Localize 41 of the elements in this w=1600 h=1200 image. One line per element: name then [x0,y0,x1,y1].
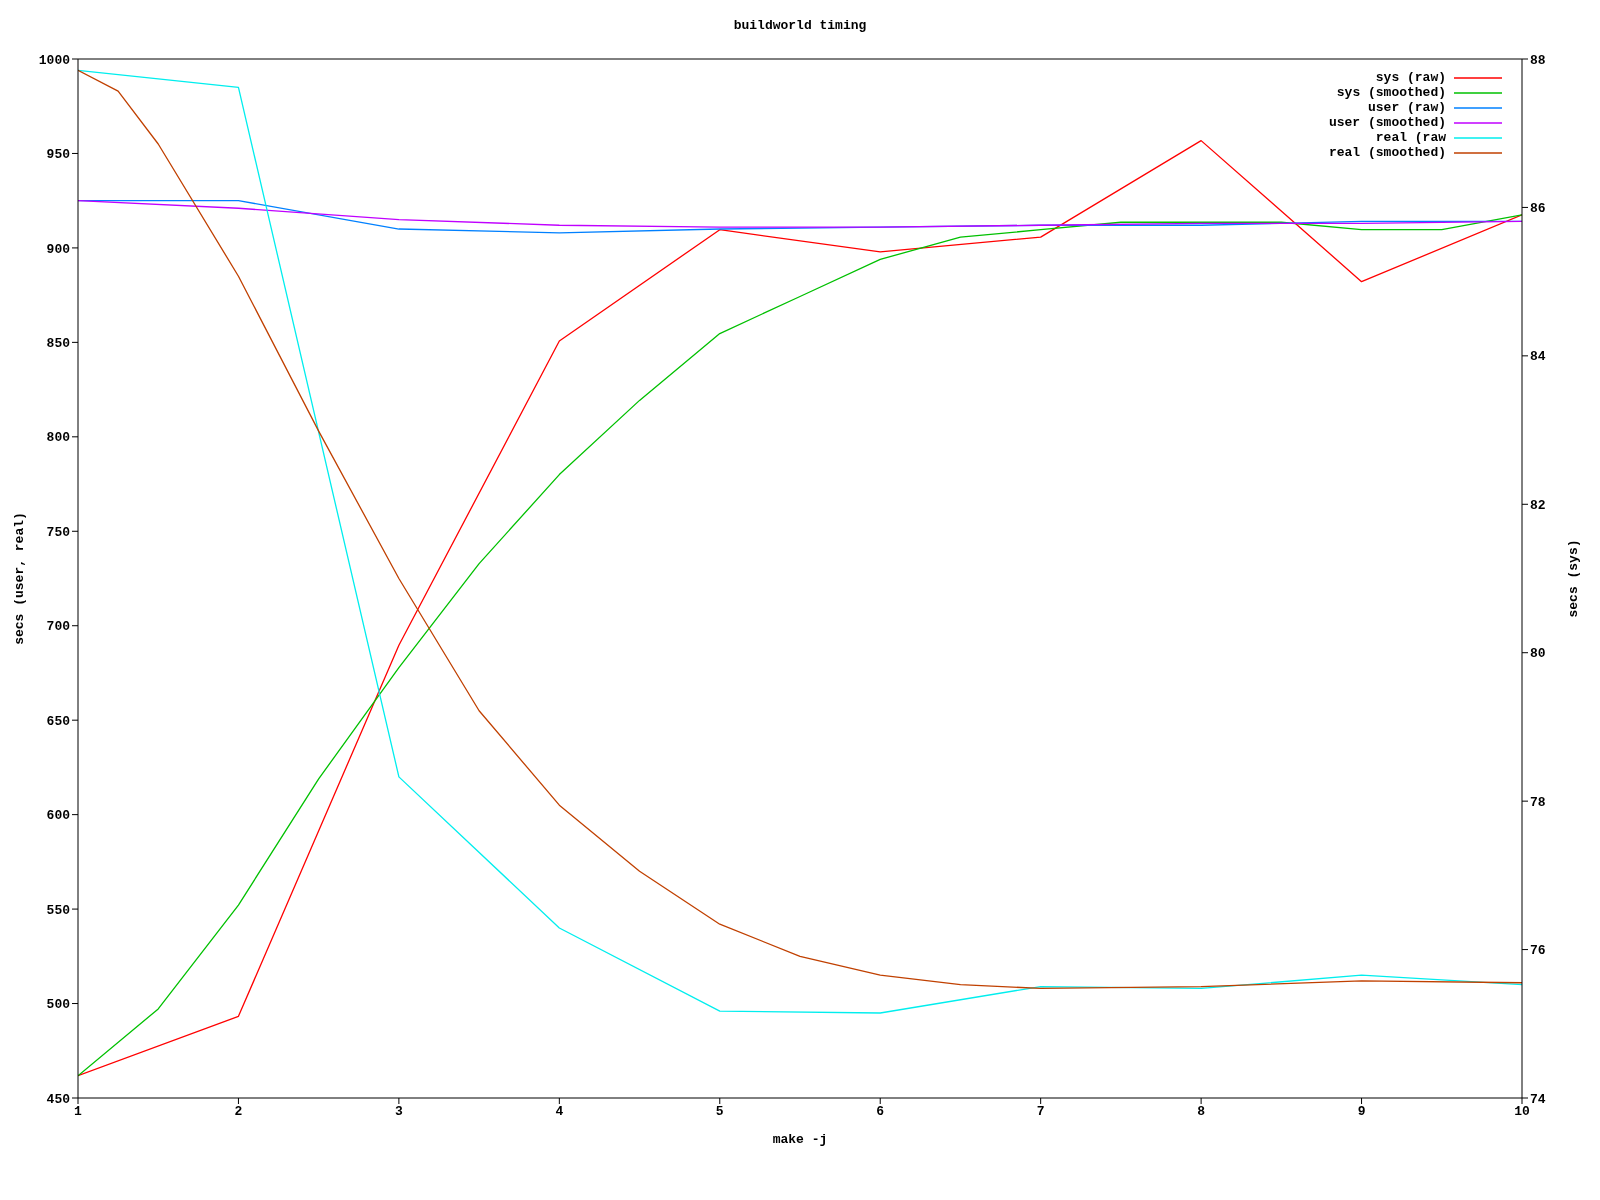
legend-label: sys (raw) [1375,70,1446,85]
y-tick-label: 500 [46,997,71,1013]
x-tick-label: 3 [394,1104,403,1120]
legend-label: real (smoothed) [1328,145,1446,160]
x-tick-label: 2 [234,1104,243,1120]
legend-label: user (smoothed) [1328,115,1446,130]
y2-axis-title: secs (sys) [1565,539,1581,618]
y-tick-label: 900 [46,241,71,257]
y2-tick-label: 84 [1530,349,1546,365]
y2-tick-label: 80 [1530,646,1546,662]
legend-label: sys (smoothed) [1336,85,1446,100]
x-tick-label: 8 [1197,1104,1206,1120]
y2-tick-label: 82 [1530,497,1546,513]
x-tick-label: 1 [74,1104,83,1120]
y-tick-label: 550 [46,902,71,918]
y-tick-label: 850 [46,335,71,351]
y-axis-title: secs (user, real) [11,512,27,645]
y-tick-label: 950 [46,147,71,163]
y2-tick-label: 76 [1530,943,1546,959]
y2-tick-label: 88 [1530,52,1546,68]
x-tick-label: 7 [1036,1104,1045,1120]
y-tick-label: 600 [46,808,71,824]
x-tick-label: 5 [715,1104,724,1120]
y-tick-label: 650 [46,713,71,729]
x-tick-label: 10 [1514,1104,1530,1120]
y-tick-label: 700 [46,619,71,635]
y-tick-label: 450 [46,1091,71,1107]
x-axis-title: make -j [772,1132,828,1147]
y-tick-label: 750 [46,524,71,540]
line-series [78,200,1522,228]
y-tick-label: 1000 [38,52,71,68]
legend-label: user (raw) [1367,100,1446,115]
y2-tick-label: 78 [1530,794,1546,810]
y2-tick-label: 74 [1530,1091,1546,1107]
legend-label: real (raw [1375,130,1446,145]
y2-tick-label: 86 [1530,201,1546,217]
y-tick-label: 800 [46,430,71,446]
x-tick-label: 9 [1357,1104,1366,1120]
chart-title: buildworld timing [732,18,868,33]
x-tick-label: 4 [555,1104,564,1120]
x-tick-label: 6 [876,1104,885,1120]
